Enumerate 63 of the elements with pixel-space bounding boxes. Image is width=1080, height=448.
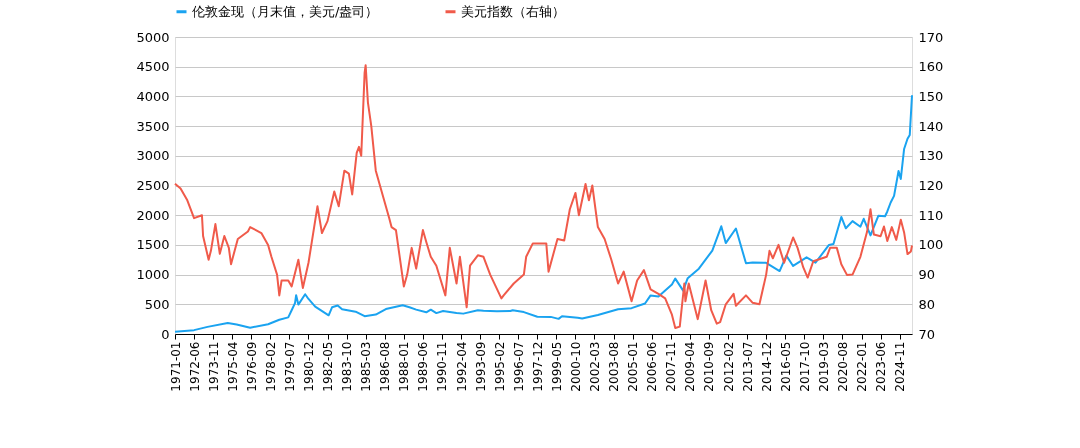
x-tick-label: 2024-11 xyxy=(893,341,908,392)
x-tick-label: 1989-06 xyxy=(416,341,431,392)
x-tick-label: 2014-12 xyxy=(759,341,774,392)
x-tick-label: 2012-02 xyxy=(721,341,736,392)
y-tick-label: 2500 xyxy=(136,178,170,193)
x-tick-label: 1975-04 xyxy=(225,341,240,392)
x-tick-label: 1992-04 xyxy=(454,341,469,392)
y-tick-label: 4500 xyxy=(136,59,170,75)
x-tick-label: 2000-10 xyxy=(568,341,583,392)
x-tick-label: 1986-08 xyxy=(378,341,393,392)
x-tick-label: 1982-05 xyxy=(321,341,336,392)
x-tick-label: 1971-01 xyxy=(168,341,183,392)
x-tick-label: 1997-12 xyxy=(530,341,545,392)
x-tick-label: 1973-11 xyxy=(206,341,221,392)
y2-tick-label: 110 xyxy=(918,207,944,223)
y2-tick-label: 100 xyxy=(918,237,944,253)
y-tick-label: 3000 xyxy=(136,148,170,164)
y-tick-label: 500 xyxy=(144,296,170,312)
x-tick-label: 1993-09 xyxy=(473,341,488,392)
y2-tick-label: 140 xyxy=(918,118,944,134)
x-tick-label: 2010-09 xyxy=(702,341,717,392)
y-tick-label: 0 xyxy=(161,326,170,342)
x-tick-label: 2019-03 xyxy=(816,341,831,392)
legend-label: 美元指数（右轴） xyxy=(461,3,565,19)
x-tick-label: 1980-12 xyxy=(301,341,316,392)
x-tick-label: 1983-10 xyxy=(340,341,355,392)
y-tick-label: 1000 xyxy=(136,267,170,283)
x-tick-label: 2017-10 xyxy=(797,341,812,392)
y-tick-label: 3500 xyxy=(136,118,170,134)
x-tick-label: 2005-01 xyxy=(626,341,641,392)
x-tick-label: 1988-01 xyxy=(397,341,412,392)
y2-tick-label: 130 xyxy=(918,148,944,164)
x-tick-label: 2023-06 xyxy=(874,341,889,392)
legend-label: 伦敦金现（月末值，美元/盎司） xyxy=(192,3,379,19)
y-tick-label: 2000 xyxy=(136,207,170,223)
x-tick-label: 2020-08 xyxy=(835,341,850,392)
x-tick-label: 2007-11 xyxy=(664,341,679,392)
x-tick-label: 2013-07 xyxy=(740,341,755,392)
x-tick-label: 1985-03 xyxy=(359,341,374,392)
x-tick-label: 2002-03 xyxy=(587,341,602,392)
y2-tick-label: 80 xyxy=(918,296,936,312)
y2-tick-label: 70 xyxy=(918,326,936,342)
x-tick-label: 2016-05 xyxy=(778,341,793,392)
x-tick-label: 1976-09 xyxy=(244,341,259,392)
y2-tick-label: 160 xyxy=(918,59,944,75)
y-tick-label: 4000 xyxy=(136,88,170,104)
y-tick-label: 1500 xyxy=(136,237,170,253)
y2-tick-label: 90 xyxy=(918,267,936,283)
x-tick-label: 1995-02 xyxy=(492,341,507,392)
y2-tick-label: 120 xyxy=(918,178,944,193)
x-tick-label: 1990-11 xyxy=(435,341,450,392)
y2-tick-label: 150 xyxy=(918,88,944,104)
x-tick-label: 1996-07 xyxy=(511,341,526,392)
x-tick-label: 2003-08 xyxy=(607,341,622,392)
x-tick-label: 1979-07 xyxy=(282,341,297,392)
x-tick-label: 1972-06 xyxy=(187,341,202,392)
x-tick-label: 2009-04 xyxy=(683,341,698,392)
x-tick-label: 2006-06 xyxy=(645,341,660,392)
x-tick-label: 1999-05 xyxy=(549,341,564,392)
x-tick-label: 1978-02 xyxy=(263,341,278,392)
y-tick-label: 5000 xyxy=(136,29,170,45)
y2-tick-label: 170 xyxy=(918,29,944,45)
x-tick-label: 2022-01 xyxy=(855,341,870,392)
